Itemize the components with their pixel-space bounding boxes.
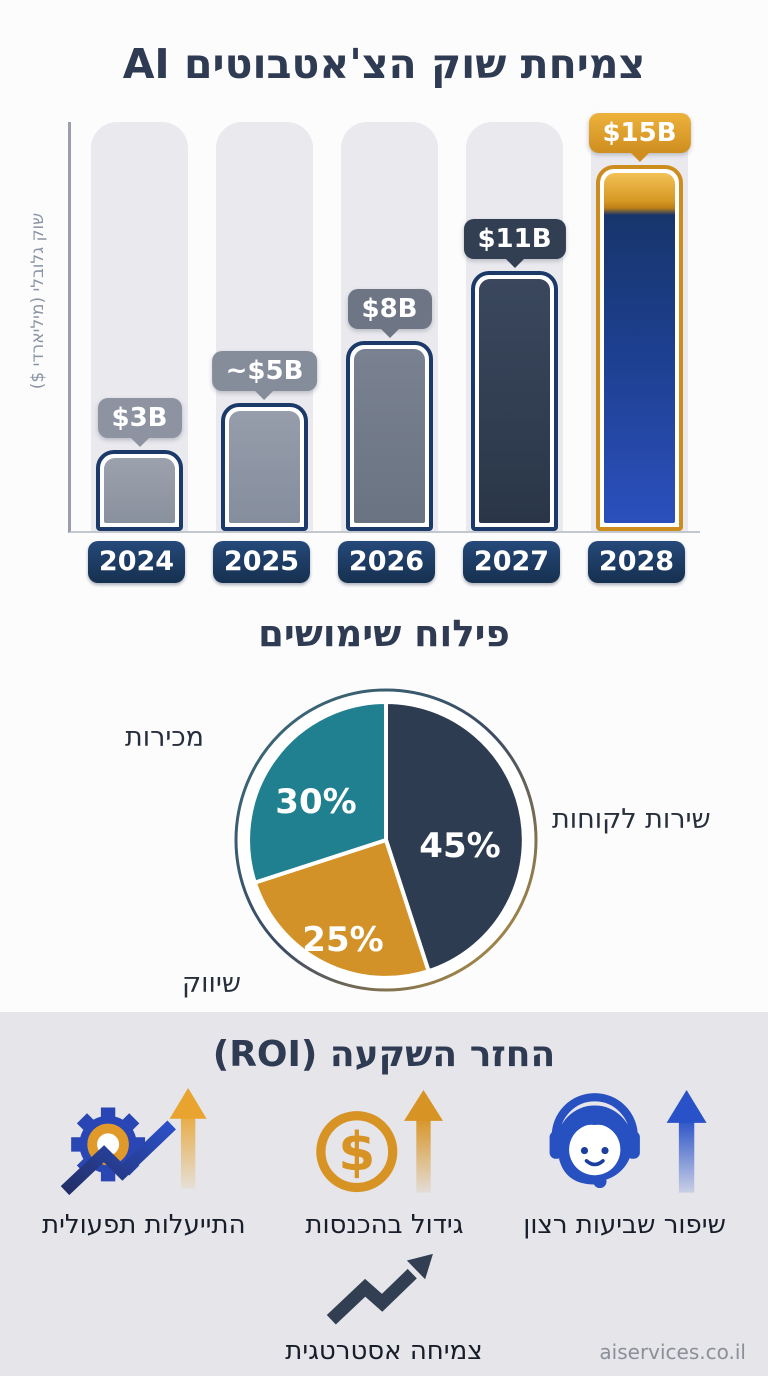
usage-pie-chart (234, 688, 538, 992)
year-pill-2027: 2027 (463, 541, 560, 583)
pie-percent-customer-service: 45% (419, 826, 501, 866)
roi-item-satisfaction: שיפור שביעות רצון (523, 1088, 726, 1240)
bar-2026 (346, 341, 433, 531)
year-pill-2025: 2025 (213, 541, 310, 583)
value-bubble-2024: $3B (97, 398, 182, 438)
bar-track-2028: $15B (588, 113, 691, 531)
value-bubble-2027: $11B (463, 219, 566, 259)
roi-label-revenue: גידול בהכנסות (305, 1210, 464, 1240)
pie-percent-marketing: 25% (302, 920, 384, 960)
svg-text:$: $ (338, 1120, 375, 1183)
year-pill-2024: 2024 (88, 541, 185, 583)
pie-label-customer-service: שירות לקוחות (552, 804, 711, 835)
roi-item-strategy: צמיחה אסטרטגית (0, 1252, 768, 1366)
x-axis-year-labels: 2024 2025 2026 2027 2028 (68, 541, 700, 583)
bar-fill-2024 (104, 458, 175, 523)
bar-track-2026: $8B (341, 122, 438, 531)
pie-label-marketing: שיווק (182, 968, 242, 999)
pie-slice-sales (246, 700, 388, 885)
bar-fill-2028 (604, 173, 675, 523)
value-bubble-2028: $15B (588, 113, 691, 153)
bar-track-2025: ~$5B (211, 122, 318, 531)
roi-label-efficiency: התייעלות תפעולית (42, 1210, 246, 1240)
zigzag-growth-arrow-icon (326, 1253, 433, 1325)
pie-chart-title: פילוח שימושים (258, 612, 510, 655)
roi-items-row: התייעלות תפעולית $ גידול בהכנסות (0, 1088, 768, 1240)
dollar-coin-up-arrow-icon: $ (316, 1090, 443, 1193)
y-axis-label: שוק גלובלי (מיליארדי $) (28, 212, 48, 390)
pie-percent-sales: 30% (275, 782, 357, 822)
roi-title: החזר השקעה (ROI) (212, 1034, 556, 1075)
bar-fill-2026 (354, 349, 425, 523)
roi-label-satisfaction: שיפור שביעות רצון (523, 1210, 726, 1240)
value-bubble-2025: ~$5B (211, 351, 318, 391)
bar-chart-plot-area: שוק גלובלי (מיליארדי $) $3B ~$5B $8B $11… (28, 113, 700, 533)
bar-2025 (221, 403, 308, 531)
roi-item-efficiency: התייעלות תפעולית (42, 1088, 246, 1240)
value-bubble-2026: $8B (347, 289, 432, 329)
bar-2024 (96, 450, 183, 531)
roi-item-revenue: $ גידול בהכנסות (305, 1088, 463, 1240)
bar-2027 (471, 271, 558, 531)
gear-trend-up-arrow-icon (60, 1088, 207, 1196)
pie-slice-marketing (252, 838, 431, 980)
pie-slice-customer-service (384, 700, 526, 974)
year-pill-2028: 2028 (588, 541, 685, 583)
pie-label-sales: מכירות (125, 722, 204, 753)
headset-agent-up-arrow-icon (549, 1090, 707, 1193)
bar-fill-2027 (479, 279, 550, 523)
bar-fill-2025 (229, 411, 300, 523)
bar-track-2024: $3B (91, 122, 188, 531)
bar-track-2027: $11B (463, 122, 566, 531)
roi-label-strategy: צמיחה אסטרטגית (285, 1336, 483, 1366)
bar-chart-title: צמיחת שוק הצ'אטבוטים AI (122, 40, 646, 88)
watermark-site-url: aiservices.co.il (599, 1340, 746, 1364)
bar-2028 (596, 165, 683, 531)
year-pill-2026: 2026 (338, 541, 435, 583)
roi-section: החזר השקעה (ROI) (0, 1012, 768, 1376)
